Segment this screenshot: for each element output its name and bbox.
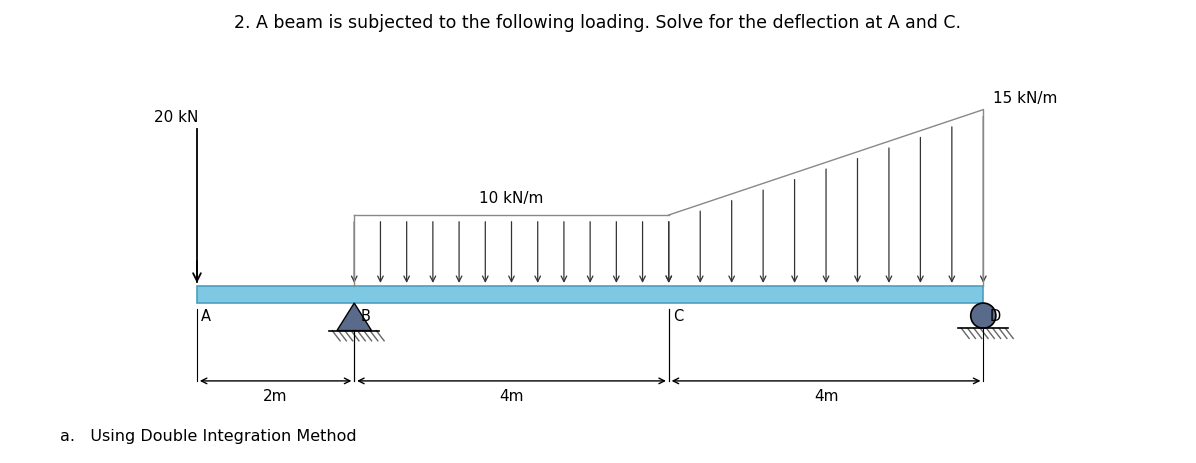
Text: 2m: 2m: [263, 389, 288, 404]
Text: 4m: 4m: [499, 389, 524, 404]
Bar: [197, 286, 983, 303]
Circle shape: [971, 303, 996, 328]
Text: 4m: 4m: [813, 389, 838, 404]
Polygon shape: [337, 303, 372, 331]
Text: 15 kN/m: 15 kN/m: [993, 91, 1057, 106]
Text: D: D: [989, 308, 1001, 324]
Text: 10 kN/m: 10 kN/m: [480, 191, 544, 206]
Text: a.   Using Double Integration Method: a. Using Double Integration Method: [60, 430, 356, 444]
Text: 20 kN: 20 kN: [154, 110, 199, 125]
Text: B: B: [360, 308, 371, 324]
Text: C: C: [672, 308, 683, 324]
Text: 2. A beam is subjected to the following loading. Solve for the deflection at A a: 2. A beam is subjected to the following …: [234, 14, 962, 32]
Text: A: A: [201, 308, 210, 324]
